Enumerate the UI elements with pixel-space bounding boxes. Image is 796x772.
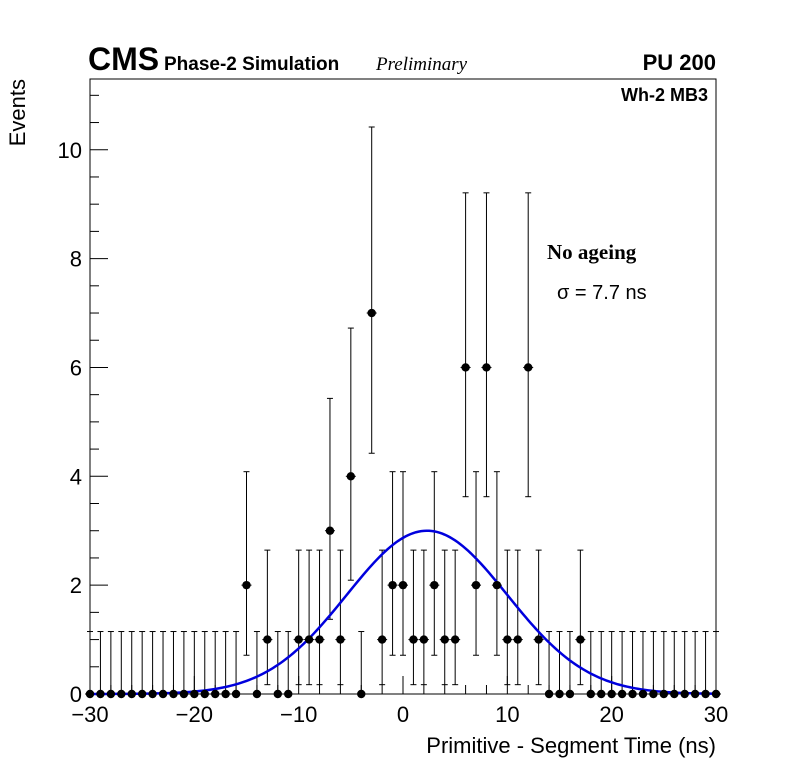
y-tick-label: 6 [70,355,82,380]
data-point [440,635,449,644]
data-point [597,689,606,699]
subtitle-label: Phase-2 Simulation [164,54,339,75]
data-point [555,689,564,699]
data-point [586,689,595,699]
data-point [524,363,533,372]
data-point [503,635,512,644]
data-point [169,689,178,699]
data-point [211,689,220,699]
data-point [388,580,397,590]
axis-tick-labels: −30 −20 −10 0 10 20 30 0 2 4 6 8 10 [58,138,729,727]
data-point [85,689,95,699]
data-point [304,635,314,644]
data-point [148,689,157,699]
data-point [357,689,366,699]
data-point [450,635,460,644]
data-point [96,689,105,699]
data-point [649,689,658,699]
x-tick-label: −20 [176,702,213,727]
data-point [127,689,136,699]
x-axis-title: Primitive - Segment Time (ns) [426,733,716,758]
data-point [263,635,272,644]
y-tick-label: 2 [70,573,82,598]
data-point [315,635,324,644]
data-point [117,689,126,699]
data-point [628,689,637,699]
data-point [325,526,335,535]
data-point [690,689,700,699]
cms-label: CMS [88,41,159,77]
pileup-label: PU 200 [643,50,716,75]
data-point [221,689,230,699]
data-point [158,689,168,699]
data-point [617,689,627,699]
data-point [106,689,116,699]
data-point [711,689,721,699]
x-tick-label: 30 [704,702,728,727]
data-point [284,689,293,699]
data-point [190,689,199,699]
data-point [419,635,429,644]
sigma-annotation: σ = 7.7 ns [557,282,647,304]
y-axis-title: Events [5,79,30,146]
data-point [513,635,522,644]
data-point [565,689,575,699]
y-tick-label: 10 [58,138,82,163]
data-point [430,580,439,590]
data-point [461,363,470,372]
data-point [659,689,669,699]
x-tick-label: 10 [495,702,519,727]
data-point [273,689,282,699]
data-point [409,635,418,644]
data-point [200,689,209,699]
data-point [179,689,189,699]
chamber-label: Wh-2 MB3 [621,85,708,105]
data-point [398,580,408,590]
data-point [492,580,502,590]
data-point [534,635,543,644]
y-tick-label: 8 [70,247,82,272]
data-point [544,689,554,699]
data-point [336,635,345,644]
data-point [471,580,481,590]
data-point [231,689,241,699]
data-point [670,689,679,699]
data-point [137,689,147,699]
data-point [242,580,251,590]
data-point [701,689,710,699]
data-points [85,308,721,699]
data-point [638,689,648,699]
data-point [367,308,376,318]
y-tick-label: 0 [70,682,82,707]
data-point [346,472,356,481]
x-tick-label: 20 [599,702,623,727]
x-tick-label: −10 [280,702,317,727]
data-point [294,635,303,644]
data-point [607,689,616,699]
x-tick-label: −30 [71,702,108,727]
data-point [680,689,689,699]
condition-annotation: No ageing [547,240,637,264]
status-label: Preliminary [375,54,468,75]
data-point [576,635,585,644]
data-point [252,689,262,699]
data-point [482,363,491,372]
error-bars [85,126,721,695]
data-point [377,635,387,644]
x-tick-label: 0 [397,702,409,727]
y-tick-label: 4 [70,464,82,489]
